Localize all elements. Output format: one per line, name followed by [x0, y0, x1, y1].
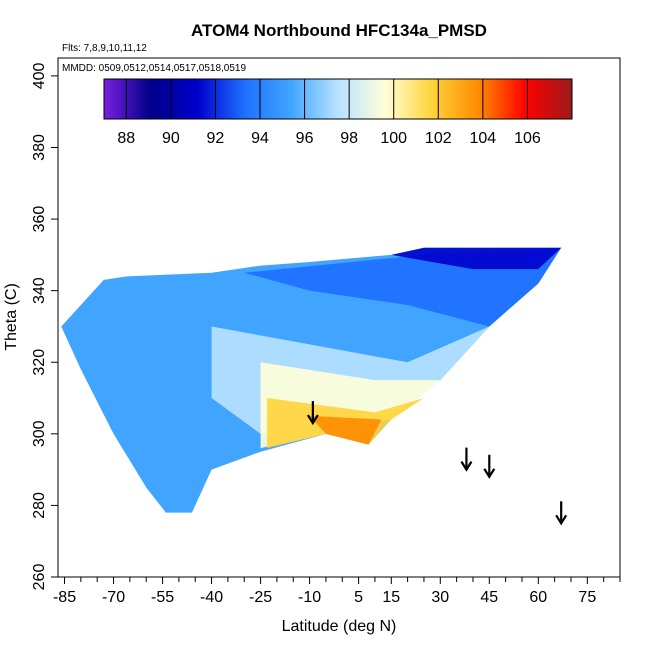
heatmap-field — [61, 247, 562, 513]
y-tick-label: 340 — [31, 277, 48, 304]
x-tick-label: -25 — [249, 589, 272, 606]
down-arrow-icon — [555, 501, 568, 526]
y-tick-label: 260 — [31, 564, 48, 591]
x-tick-label: 30 — [431, 589, 449, 606]
colorbar-gradient — [103, 78, 573, 120]
x-tick-label: 45 — [480, 589, 498, 606]
x-axis-label: Latitude (deg N) — [282, 618, 397, 635]
x-axis-ticks: -85 -70 -55 -40 -25 -10 5 15 30 45 60 75 — [53, 577, 621, 606]
x-tick-label: 60 — [529, 589, 547, 606]
x-tick-label: -85 — [53, 589, 76, 606]
x-tick-label: -70 — [102, 589, 125, 606]
chart-title: ATOM4 Northbound HFC134a_PMSD — [191, 21, 487, 40]
down-arrow-icon — [483, 454, 496, 479]
colorbar-tick-label: 104 — [470, 130, 497, 147]
heatmap-region-darkblue — [391, 247, 562, 270]
y-tick-label: 400 — [31, 62, 48, 89]
x-tick-label: 5 — [354, 589, 363, 606]
y-tick-label: 280 — [31, 492, 48, 519]
y-axis-ticks: 260 280 300 320 340 360 380 400 — [31, 62, 58, 590]
x-tick-label: 75 — [578, 589, 596, 606]
colorbar-tick-label: 88 — [117, 130, 135, 147]
heatmap-region-orange — [309, 415, 382, 445]
plot-frame — [57, 57, 621, 578]
down-arrow-icon — [460, 447, 473, 472]
x-tick-label: -55 — [151, 589, 174, 606]
colorbar-tick-label: 92 — [207, 130, 225, 147]
colorbar: 88 90 92 94 96 98 100 102 104 106 — [103, 78, 573, 147]
colorbar-tick-label: 98 — [340, 130, 358, 147]
down-arrow-icon — [306, 401, 319, 426]
arrow-markers — [306, 401, 568, 526]
colorbar-tick-label: 100 — [380, 130, 407, 147]
x-tick-label: 15 — [382, 589, 400, 606]
colorbar-tick-label: 90 — [162, 130, 180, 147]
y-tick-label: 320 — [31, 349, 48, 376]
chart-subtitle-flights: Flts: 7,8,9,10,11,12 — [62, 43, 147, 54]
colorbar-tick-label: 94 — [251, 130, 269, 147]
colorbar-tick-label: 96 — [296, 130, 314, 147]
y-tick-label: 300 — [31, 420, 48, 447]
y-tick-label: 380 — [31, 134, 48, 161]
colorbar-tick-label: 106 — [514, 130, 541, 147]
y-axis-label: Theta (C) — [3, 283, 20, 351]
chart-subtitle-dates: MMDD: 0509,0512,0514,0517,0518,0519 — [62, 63, 246, 74]
x-tick-label: -10 — [298, 589, 321, 606]
colorbar-tick-label: 102 — [425, 130, 452, 147]
x-tick-label: -40 — [200, 589, 223, 606]
y-tick-label: 360 — [31, 206, 48, 233]
